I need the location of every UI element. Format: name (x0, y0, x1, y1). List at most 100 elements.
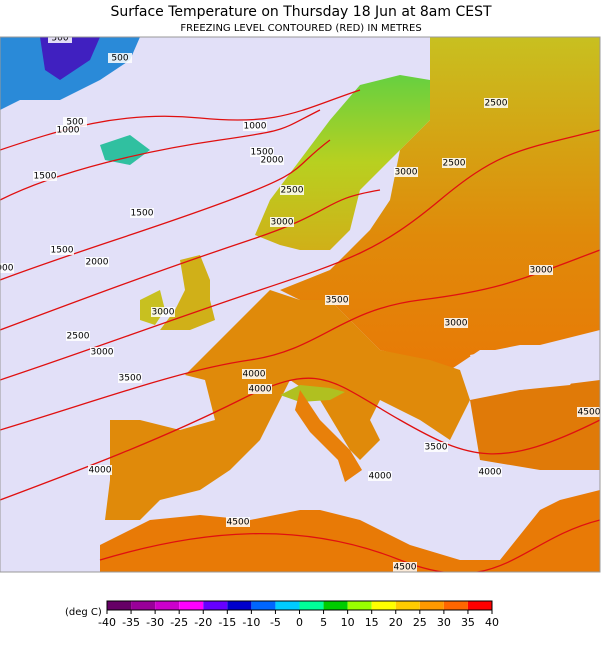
contour-label: 4500 (578, 408, 601, 418)
contour-label: 500 (51, 34, 68, 44)
contour-label-bg (478, 467, 502, 477)
colorbar-tick-label: -15 (218, 616, 236, 629)
east-europe (280, 37, 600, 370)
contour-label-bg (243, 121, 267, 131)
contour-label-bg (368, 471, 392, 481)
contour-label: 3500 (119, 374, 142, 384)
colorbar-segment (179, 601, 204, 610)
colorbar-segment (323, 601, 348, 610)
contour-label: 4000 (89, 466, 112, 476)
greenland (0, 37, 140, 110)
colorbar-tick-label: 0 (296, 616, 303, 629)
contour-label-bg (248, 384, 272, 394)
contour-label: 3000 (445, 319, 468, 329)
contour-label: 3000 (530, 266, 553, 276)
alps (280, 385, 345, 402)
contour-label: 4000 (249, 385, 272, 395)
contour-label: 3500 (326, 296, 349, 306)
contour-label-bg (108, 53, 132, 63)
contour-label-bg (85, 257, 109, 267)
colorbar-segment (107, 601, 132, 610)
colorbar-tick-label: -35 (122, 616, 140, 629)
black-sea (470, 345, 590, 390)
contour-label: 2500 (443, 159, 466, 169)
contour-label-bg (90, 347, 114, 357)
colorbar-tick-label: -20 (194, 616, 212, 629)
contour-label: 1000 (57, 126, 80, 136)
colorbar-tick-label: 5 (320, 616, 327, 629)
contour-label: 2500 (281, 186, 304, 196)
iceland (100, 135, 150, 165)
contour-label: 1000 (244, 122, 267, 132)
colorbar-tick-label: 10 (341, 616, 355, 629)
colorbar-tick-label: -25 (170, 616, 188, 629)
contour-label-bg (151, 307, 175, 317)
contour-label: 4500 (227, 518, 250, 528)
scandinavia (255, 75, 430, 250)
contour-label: 1500 (251, 148, 274, 158)
contour-label: 1500 (34, 172, 57, 182)
colorbar-tick-label: 30 (437, 616, 451, 629)
colorbar-segment (443, 601, 468, 610)
contour-label: 2000 (86, 258, 109, 268)
contour-label-bg (529, 265, 553, 275)
contour-label-bg (250, 147, 274, 157)
contour-label-bg (394, 167, 418, 177)
contour-label: 4000 (369, 472, 392, 482)
colorbar-tick-label: -30 (146, 616, 164, 629)
contour-label-bg (393, 562, 417, 572)
contour-label: 4000 (243, 370, 266, 380)
colorbar-segment (419, 601, 444, 610)
north-africa (100, 490, 600, 572)
contour-label-bg (118, 373, 142, 383)
contour-label-bg (33, 171, 57, 181)
contour-label-bg (444, 318, 468, 328)
contour-label: 1500 (51, 246, 74, 256)
contour-label-bg (242, 369, 266, 379)
contour-label-bg (270, 217, 294, 227)
contour-label: 3000 (152, 308, 175, 318)
title: Surface Temperature on Thursday 18 Jun a… (110, 4, 492, 20)
contour-label: 2500 (485, 99, 508, 109)
contour-label: 3000 (91, 348, 114, 358)
colorbar-segment (299, 601, 324, 610)
contour-label-bg (130, 208, 154, 218)
west-europe (105, 290, 470, 520)
contour-label: 4000 (479, 468, 502, 478)
contour-label: 2000 (261, 156, 284, 166)
contour-label: 500 (111, 54, 128, 64)
contour-label-bg (226, 517, 250, 527)
colorbar-segment (371, 601, 396, 610)
freezing-contours (0, 89, 600, 572)
colorbar: -40 -35 -30 -25 -20 -15 -10 -5 0 5 10 15 20 25 30 35 40 (98, 600, 499, 629)
colorbar-segment (155, 601, 180, 610)
contour-label: 3000 (271, 218, 294, 228)
colorbar-tick-label: 40 (485, 616, 499, 629)
contour-label-bg (66, 331, 90, 341)
colorbar-tick-label: -10 (242, 616, 260, 629)
contour-label: 2000 (0, 264, 14, 274)
colorbar-tick-label: -5 (270, 616, 281, 629)
contour-label-bg (442, 158, 466, 168)
contour-label: 2500 (67, 332, 90, 342)
map-frame (0, 36, 601, 573)
colorbar-tick-label: 15 (365, 616, 379, 629)
contour-label-bg (325, 295, 349, 305)
subtitle: FREEZING LEVEL CONTOURED (RED) IN METRES (180, 23, 421, 34)
turkey (470, 380, 600, 470)
colorbar-tick-label: -40 (98, 616, 116, 629)
contour-label: 3500 (425, 443, 448, 453)
contour-label-bg (50, 245, 74, 255)
contour-label: 1500 (131, 209, 154, 219)
contour-label: 3000 (395, 168, 418, 178)
colorbar-tick-label: 35 (461, 616, 475, 629)
colorbar-segment (203, 601, 228, 610)
contour-label-bg (424, 442, 448, 452)
colorbar-label: (deg C) (65, 607, 102, 618)
colorbar-segment (251, 601, 276, 610)
greenland-ice (40, 37, 100, 80)
colorbar-tick-label: 20 (389, 616, 403, 629)
